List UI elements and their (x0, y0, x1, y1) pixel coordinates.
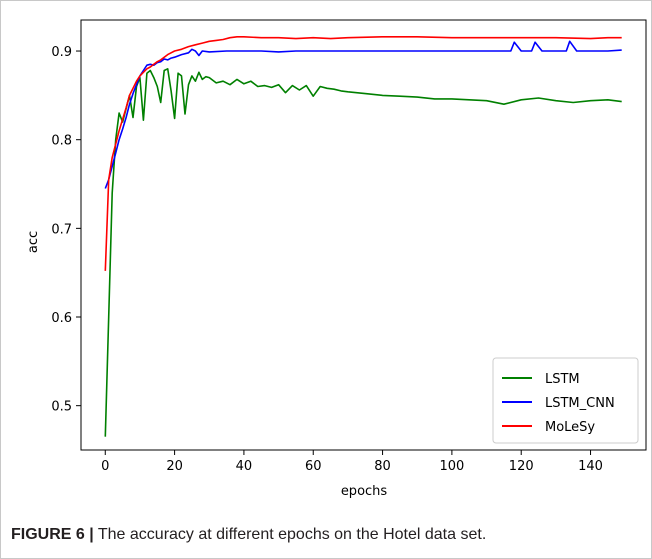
x-tick-label: 0 (101, 459, 109, 474)
x-tick-label: 20 (166, 459, 183, 474)
x-tick-label: 60 (305, 459, 322, 474)
legend-label-molesy: MoLeSy (545, 420, 595, 435)
x-axis-label: epochs (341, 484, 388, 499)
legend-label-lstm: LSTM (545, 372, 580, 387)
figure-caption-label: FIGURE 6 | (11, 526, 94, 543)
figure-caption-text: The accuracy at different epochs on the … (93, 526, 487, 543)
x-tick-label: 80 (374, 459, 391, 474)
y-tick-label: 0.6 (51, 311, 72, 326)
legend-label-lstm-cnn: LSTM_CNN (545, 396, 615, 411)
series-line-molesy (104, 35, 622, 271)
accuracy-line-chart: 0 20 40 60 80 100 120 140 0.5 0.6 0.7 0.8 0.9 LSTM LST… (26, 19, 647, 499)
plot-frame (80, 19, 647, 451)
y-tick-label: 0.7 (51, 222, 72, 237)
series-line-lstm (104, 68, 622, 437)
series-line-lstm-cnn (104, 40, 622, 189)
x-tick-label: 120 (509, 459, 534, 474)
figure-caption: FIGURE 6 | The accuracy at different epo… (11, 525, 641, 545)
x-tick-label: 100 (439, 459, 464, 474)
x-tick-label: 140 (578, 459, 603, 474)
y-axis-label: acc (26, 231, 41, 253)
y-tick-label: 0.5 (51, 400, 72, 415)
y-tick-label: 0.9 (51, 45, 72, 60)
x-tick-label: 40 (236, 459, 253, 474)
legend-box (492, 357, 639, 444)
y-tick-label: 0.8 (51, 134, 72, 149)
